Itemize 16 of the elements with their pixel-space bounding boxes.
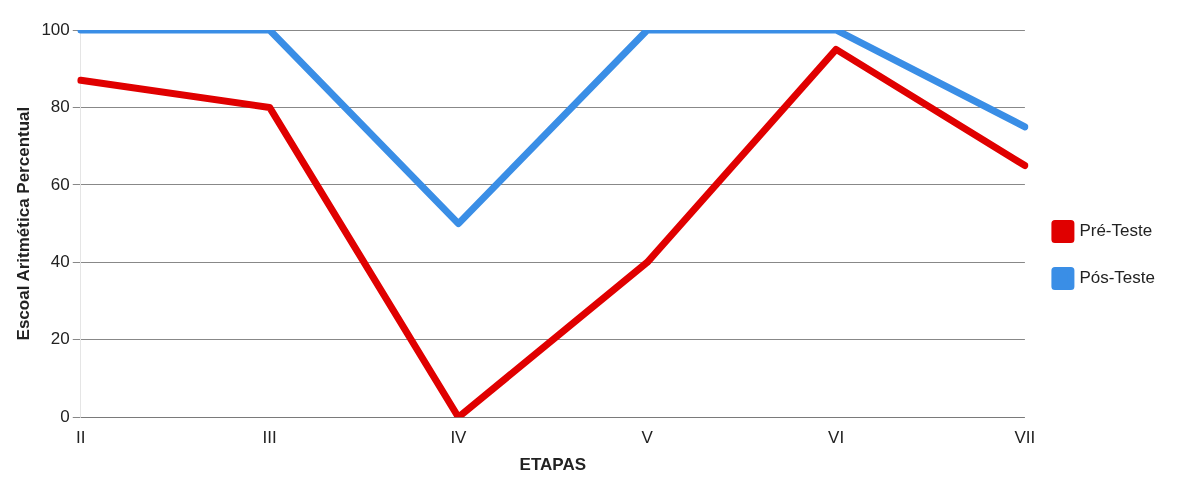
legend-label: Pós-Teste <box>1079 268 1156 288</box>
x-tick-label: III <box>262 428 277 448</box>
y-tick-label: 60 <box>50 174 70 194</box>
y-tick-label: 100 <box>41 19 70 39</box>
x-tick-label: V <box>641 428 654 448</box>
y-tick-label: 80 <box>50 97 70 117</box>
y-tick-label: 0 <box>60 406 70 426</box>
x-tick-label: IV <box>450 428 468 448</box>
y-axis-title: Escoal Aritmética Percentual <box>13 106 33 341</box>
x-tick-label: VI <box>828 428 845 448</box>
x-axis-title: ETAPAS <box>519 455 587 475</box>
y-tick-label: 40 <box>50 252 70 272</box>
x-tick-label: VII <box>1014 428 1036 448</box>
x-tick-label: II <box>76 428 86 448</box>
legend-label: Pré-Teste <box>1079 221 1153 241</box>
y-tick-label: 20 <box>50 329 70 349</box>
